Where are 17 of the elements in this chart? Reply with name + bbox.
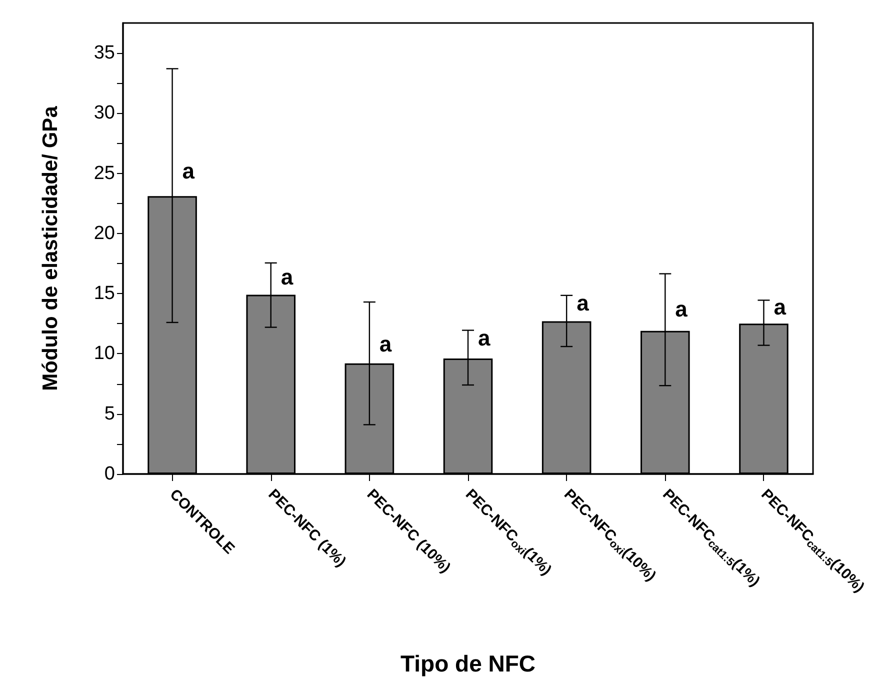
y-tick-label: 5 xyxy=(104,403,115,424)
annotation: a xyxy=(280,264,294,290)
annotation: a xyxy=(576,290,590,316)
y-axis-title: Módulo de elasticidade/ GPa xyxy=(39,106,62,391)
y-tick-label: 25 xyxy=(94,162,115,184)
y-tick-label: 15 xyxy=(94,283,115,304)
y-tick-label: 10 xyxy=(94,343,115,364)
annotation: a xyxy=(675,296,688,322)
y-tick-label: 0 xyxy=(104,464,115,484)
y-tick-label: 20 xyxy=(94,222,115,244)
annotation: a xyxy=(379,332,392,357)
annotation: a xyxy=(478,326,492,351)
annotation: a xyxy=(774,294,787,320)
annotation: a xyxy=(182,158,196,184)
y-tick-label: 35 xyxy=(94,42,115,64)
y-tick-label: 30 xyxy=(94,102,115,124)
x-axis-title: Tipo de NFC xyxy=(400,650,536,676)
